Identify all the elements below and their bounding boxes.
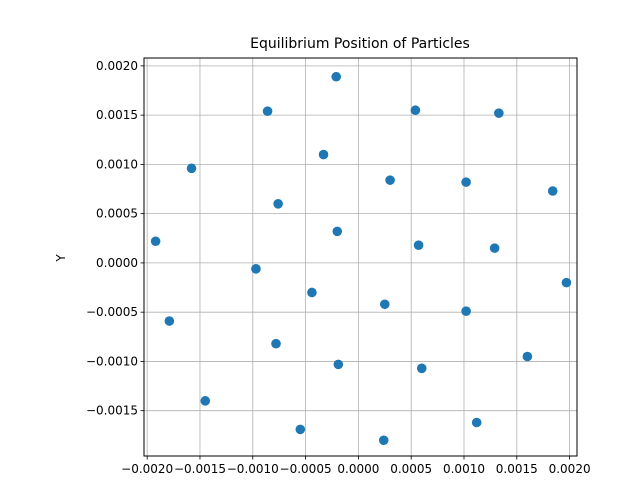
data-point (494, 108, 504, 118)
data-point (295, 424, 306, 435)
data-point (561, 277, 572, 288)
data-point (378, 435, 389, 446)
data-point (200, 396, 211, 406)
x-tick-label: 0.0000 (337, 462, 379, 476)
data-point (461, 177, 471, 187)
y-tick-label: −0.0005 (86, 305, 138, 319)
data-point (522, 351, 533, 362)
data-point (307, 287, 317, 298)
axis-ticks: −0.0020 −0.0015 −0.0010 −0.0005 0.0000 0.0005… (86, 59, 591, 476)
data-point (471, 417, 482, 428)
x-tick-label: −0.0010 (227, 462, 279, 476)
data-point (385, 175, 395, 185)
y-axis-label: Y (54, 254, 68, 263)
data-points (150, 71, 572, 446)
x-tick-label: −0.0015 (174, 462, 226, 476)
data-point (413, 240, 424, 250)
x-tick-label: 0.0005 (390, 462, 432, 476)
data-point (164, 316, 175, 326)
data-point (186, 163, 197, 174)
y-tick-label: 0.0010 (96, 157, 138, 171)
data-point (331, 71, 342, 82)
y-tick-label: 0.0005 (96, 207, 138, 221)
y-tick-label: 0.0020 (96, 59, 138, 73)
y-tick-label: −0.0010 (86, 354, 138, 368)
data-point (416, 363, 427, 374)
x-tick-label: 0.0010 (443, 462, 485, 476)
data-point (271, 338, 281, 349)
data-point (379, 299, 390, 310)
data-point (318, 149, 329, 160)
data-point (333, 359, 344, 370)
data-point (489, 243, 500, 253)
y-tick-label: 0.0000 (96, 256, 138, 270)
y-tick-label: 0.0015 (96, 108, 138, 122)
data-point (461, 306, 471, 316)
x-tick-label: 0.0020 (549, 462, 591, 476)
data-point (273, 199, 283, 209)
data-point (410, 105, 421, 116)
data-point (547, 186, 558, 196)
data-point (262, 106, 273, 116)
data-point (332, 226, 343, 237)
x-tick-label: −0.0020 (121, 462, 173, 476)
data-point (150, 236, 161, 247)
data-point (251, 264, 261, 274)
plot-frame (143, 57, 578, 457)
x-tick-label: 0.0015 (496, 462, 538, 476)
y-tick-label: −0.0015 (86, 404, 138, 418)
grid-lines (144, 58, 577, 456)
x-tick-label: −0.0005 (280, 462, 332, 476)
chart-title: Equilibrium Position of Particles (250, 36, 470, 52)
